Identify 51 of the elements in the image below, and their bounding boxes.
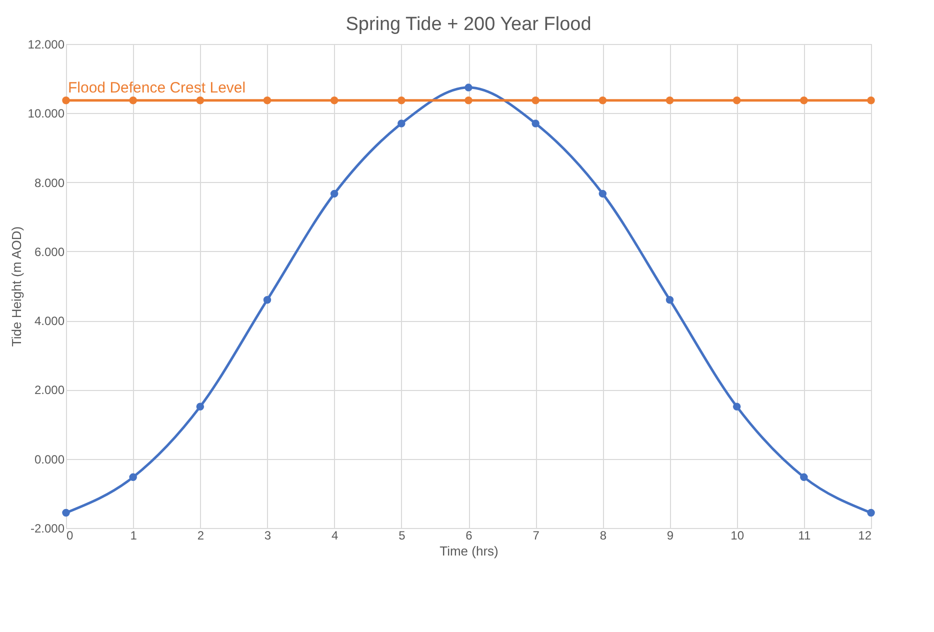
y-tick-label: 6.000 [34, 244, 65, 259]
x-axis-title: Time (hrs) [440, 544, 498, 558]
point [464, 84, 472, 92]
point [532, 96, 540, 104]
point [263, 296, 272, 304]
point [398, 120, 406, 128]
y-tick-label: 8.000 [34, 176, 65, 190]
x-tick-label: 10 [730, 528, 744, 542]
point [867, 96, 875, 104]
point [732, 96, 741, 104]
x-tick-label: 0 [66, 528, 74, 542]
point [196, 402, 204, 411]
y-tick-label: 10.000 [28, 106, 65, 121]
y-axis-title: Tide Height (m AOD) [8, 226, 24, 347]
point [732, 402, 741, 411]
x-tick-label: 2 [197, 528, 204, 542]
point [263, 96, 272, 104]
y-tick-label: 2.000 [34, 383, 65, 398]
point [800, 96, 808, 104]
point [196, 96, 204, 104]
chart-title: Spring Tide + 200 Year Flood [346, 14, 592, 35]
x-tick-label: 8 [600, 528, 607, 542]
point [666, 296, 674, 304]
point [598, 96, 607, 104]
x-tick-label: 5 [398, 528, 406, 542]
point [800, 473, 808, 482]
point [129, 473, 137, 482]
point [666, 96, 674, 104]
point [62, 508, 70, 517]
y-tick-label: 4.000 [34, 314, 65, 328]
x-tick-label: 6 [466, 528, 473, 542]
point [398, 96, 406, 104]
point [867, 508, 875, 517]
x-tick-label: 11 [798, 528, 811, 542]
x-tick-label: 4 [331, 528, 338, 542]
x-tick-label: 12 [858, 528, 872, 542]
x-tick-label: 1 [130, 528, 138, 542]
y-tick-label: -2.000 [30, 522, 65, 536]
point [464, 96, 472, 104]
x-tick-label: 3 [264, 528, 272, 542]
point [532, 120, 540, 128]
series-label: Flood Defence Crest Level [68, 79, 246, 96]
x-tick-label: 9 [666, 528, 674, 542]
point [330, 96, 338, 104]
point [129, 96, 137, 104]
y-tick-label: 0.000 [34, 452, 65, 466]
point [598, 190, 607, 198]
x-tick-label: 7 [532, 528, 540, 542]
y-tick-label: 12.000 [28, 38, 65, 52]
point [62, 96, 70, 104]
point [330, 190, 338, 198]
